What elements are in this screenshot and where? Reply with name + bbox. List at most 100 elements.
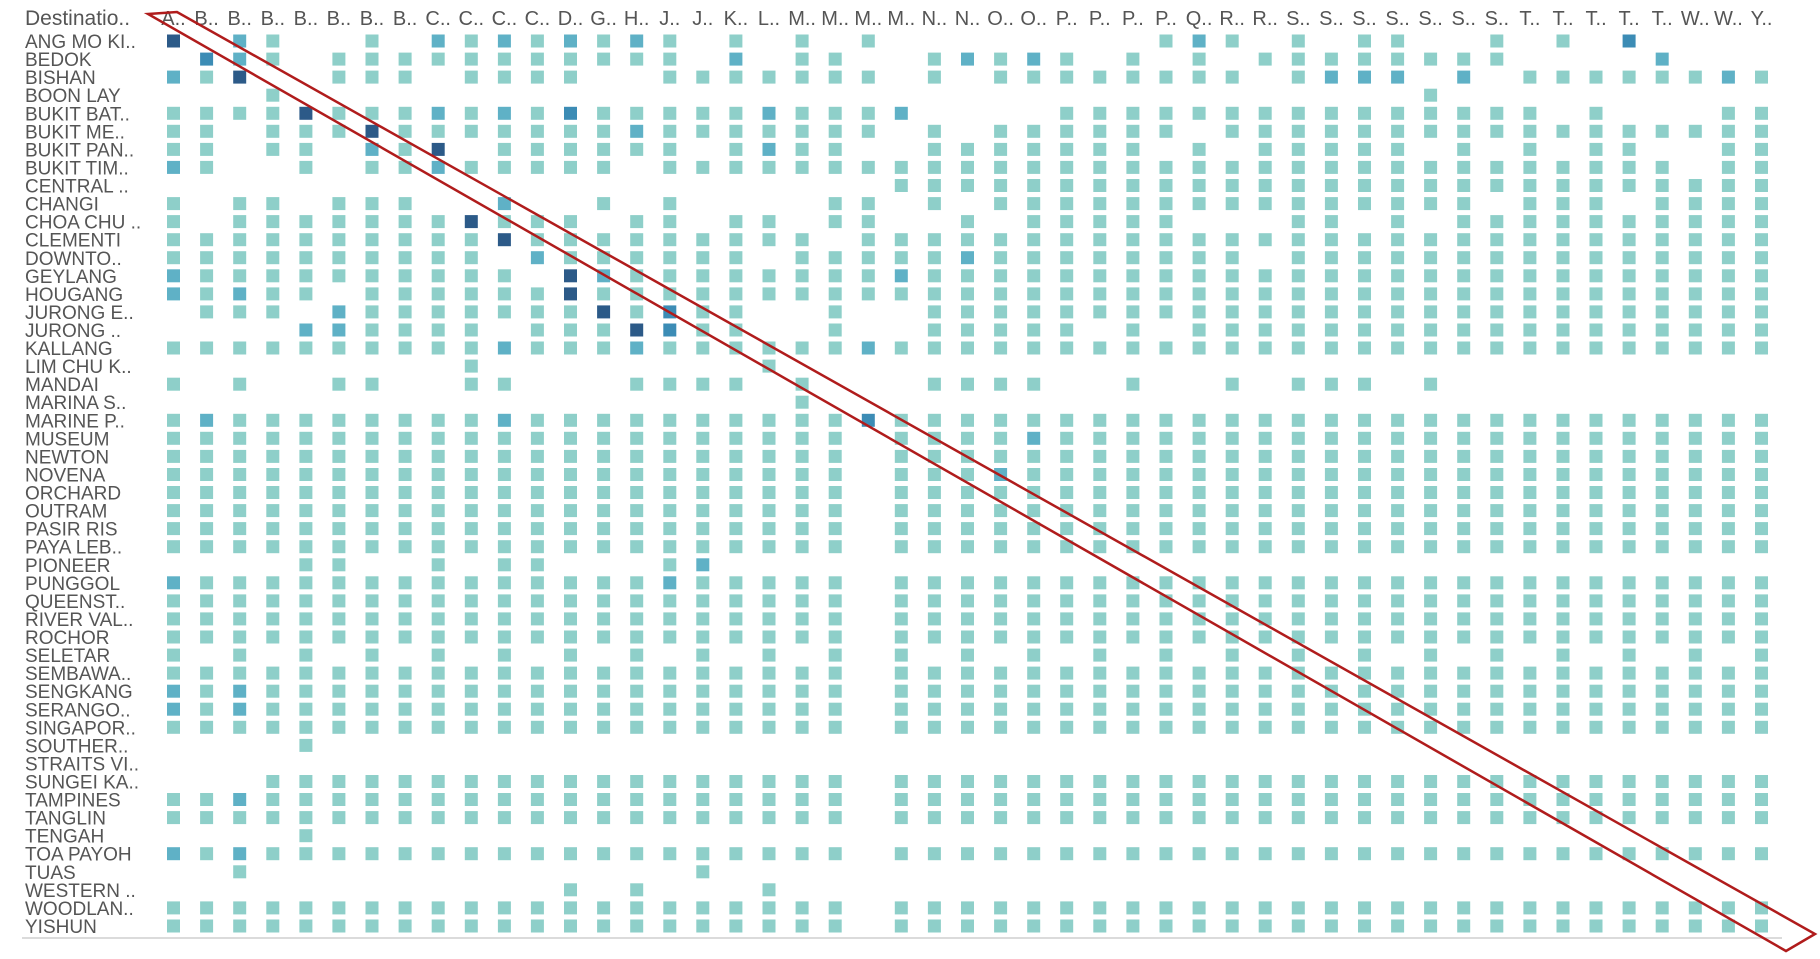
heatmap-cell[interactable] (1358, 34, 1371, 48)
heatmap-cell[interactable] (233, 612, 247, 626)
heatmap-cell[interactable] (762, 215, 776, 229)
heatmap-cell[interactable] (1424, 702, 1438, 716)
heatmap-cell[interactable] (696, 847, 710, 861)
heatmap-cell[interactable] (1093, 287, 1107, 301)
heatmap-cell[interactable] (1324, 179, 1338, 192)
heatmap-cell[interactable] (530, 558, 544, 572)
heatmap-cell[interactable] (1589, 486, 1603, 499)
heatmap-cell[interactable] (1523, 287, 1537, 301)
heatmap-cell[interactable] (1589, 684, 1603, 698)
heatmap-cell[interactable] (530, 702, 544, 716)
heatmap-cell[interactable] (1291, 106, 1305, 120)
heatmap-cell[interactable] (1424, 377, 1438, 391)
heatmap-cell[interactable] (795, 413, 809, 427)
heatmap-cell[interactable] (530, 775, 544, 788)
heatmap-cell[interactable] (1391, 287, 1405, 301)
heatmap-cell[interactable] (464, 612, 478, 626)
heatmap-cell[interactable] (663, 413, 677, 427)
heatmap-cell[interactable] (994, 341, 1008, 355)
heatmap-cell[interactable] (332, 847, 346, 861)
heatmap-cell[interactable] (1126, 124, 1140, 138)
heatmap-cell[interactable] (1192, 666, 1206, 680)
heatmap-cell[interactable] (1490, 124, 1504, 138)
heatmap-cell[interactable] (266, 901, 280, 915)
heatmap-cell[interactable] (1291, 702, 1305, 716)
heatmap-cell[interactable] (167, 522, 180, 536)
heatmap-cell[interactable] (398, 251, 412, 265)
heatmap-cell[interactable] (1358, 287, 1371, 301)
heatmap-cell[interactable] (1324, 52, 1338, 66)
heatmap-cell[interactable] (299, 323, 313, 337)
heatmap-cell[interactable] (1225, 377, 1239, 391)
heatmap-cell[interactable] (1060, 775, 1074, 788)
heatmap-cell[interactable] (630, 775, 644, 788)
heatmap-cell[interactable] (994, 919, 1008, 933)
heatmap-cell[interactable] (1027, 919, 1041, 933)
heatmap-cell[interactable] (961, 504, 974, 518)
heatmap-cell[interactable] (894, 287, 908, 301)
heatmap-cell[interactable] (894, 666, 908, 680)
heatmap-cell[interactable] (1688, 919, 1702, 933)
heatmap-cell[interactable] (1093, 630, 1107, 644)
heatmap-cell[interactable] (828, 684, 842, 698)
heatmap-cell[interactable] (1358, 612, 1371, 626)
heatmap-cell[interactable] (1688, 793, 1702, 806)
heatmap-cell[interactable] (762, 684, 776, 698)
heatmap-cell[interactable] (994, 684, 1008, 698)
heatmap-cell[interactable] (828, 269, 842, 283)
heatmap-cell[interactable] (630, 919, 644, 933)
heatmap-cell[interactable] (1457, 305, 1471, 319)
heatmap-cell[interactable] (894, 251, 908, 265)
heatmap-cell[interactable] (630, 142, 644, 156)
heatmap-cell[interactable] (994, 305, 1008, 319)
heatmap-cell[interactable] (927, 522, 941, 536)
heatmap-cell[interactable] (497, 576, 511, 590)
heatmap-cell[interactable] (530, 847, 544, 861)
heatmap-cell[interactable] (1358, 522, 1371, 536)
heatmap-cell[interactable] (1027, 233, 1041, 247)
heatmap-cell[interactable] (1027, 540, 1041, 554)
heatmap-cell[interactable] (762, 269, 776, 283)
heatmap-cell[interactable] (861, 70, 875, 84)
heatmap-cell[interactable] (927, 847, 941, 861)
heatmap-cell[interactable] (961, 720, 974, 734)
heatmap-cell[interactable] (961, 486, 974, 499)
heatmap-cell[interactable] (1126, 666, 1140, 680)
heatmap-cell[interactable] (1457, 160, 1471, 174)
heatmap-cell[interactable] (1688, 702, 1702, 716)
heatmap-cell[interactable] (1225, 305, 1239, 319)
heatmap-cell[interactable] (1755, 179, 1768, 192)
heatmap-cell[interactable] (1424, 793, 1438, 806)
heatmap-cell[interactable] (464, 413, 478, 427)
heatmap-cell[interactable] (1291, 648, 1305, 662)
heatmap-cell[interactable] (729, 106, 743, 120)
heatmap-cell[interactable] (1027, 901, 1041, 915)
heatmap-cell[interactable] (861, 215, 875, 229)
heatmap-cell[interactable] (1093, 449, 1107, 463)
heatmap-cell[interactable] (1655, 468, 1669, 481)
heatmap-cell[interactable] (233, 522, 247, 536)
heatmap-cell[interactable] (497, 811, 511, 825)
heatmap-cell[interactable] (431, 720, 445, 734)
heatmap-cell[interactable] (1291, 540, 1305, 554)
heatmap-cell[interactable] (365, 269, 379, 283)
heatmap-cell[interactable] (795, 106, 809, 120)
heatmap-cell[interactable] (365, 504, 379, 518)
heatmap-cell[interactable] (1060, 106, 1074, 120)
heatmap-cell[interactable] (762, 847, 776, 861)
heatmap-cell[interactable] (1457, 124, 1471, 138)
heatmap-cell[interactable] (795, 269, 809, 283)
heatmap-cell[interactable] (927, 919, 941, 933)
heatmap-cell[interactable] (1655, 431, 1669, 445)
heatmap-cell[interactable] (1721, 666, 1735, 680)
heatmap-cell[interactable] (431, 52, 445, 66)
heatmap-cell[interactable] (663, 522, 677, 536)
heatmap-cell[interactable] (233, 305, 247, 319)
heatmap-cell[interactable] (795, 287, 809, 301)
heatmap-cell[interactable] (597, 684, 611, 698)
heatmap-cell[interactable] (1093, 540, 1107, 554)
heatmap-cell[interactable] (597, 197, 611, 211)
heatmap-cell[interactable] (927, 341, 941, 355)
heatmap-cell[interactable] (1159, 269, 1173, 283)
heatmap-cell[interactable] (233, 449, 247, 463)
